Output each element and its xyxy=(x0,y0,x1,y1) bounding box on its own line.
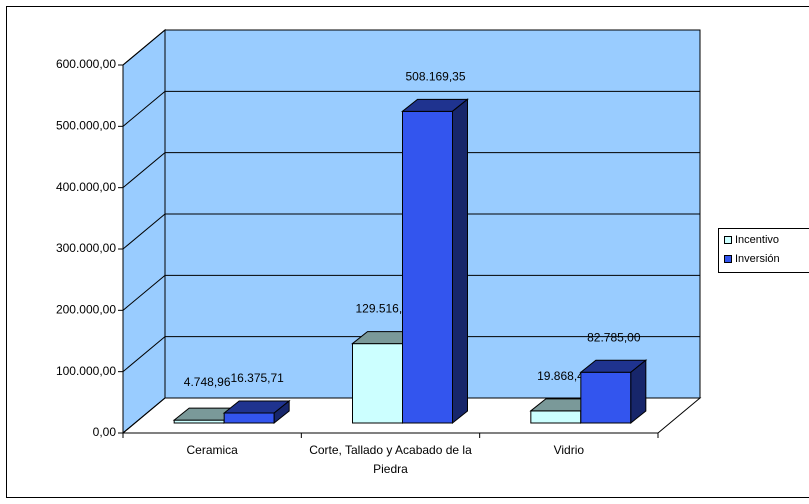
grid-line xyxy=(122,90,700,127)
y-tick-label: 400.000,00 xyxy=(56,180,116,194)
bar-front xyxy=(402,110,453,424)
legend-swatch xyxy=(724,236,732,244)
y-tick-label: 0,00 xyxy=(93,425,117,439)
legend-box xyxy=(718,228,809,273)
y-tick-label: 500.000,00 xyxy=(56,119,116,133)
y-tick-label: 300.000,00 xyxy=(56,241,116,255)
bar-side xyxy=(630,359,647,425)
grid-line xyxy=(122,274,700,311)
bar-front xyxy=(352,343,403,424)
y-tick-label: 200.000,00 xyxy=(56,303,116,317)
grid-line xyxy=(122,336,700,373)
x-tick-label: Vidrio xyxy=(553,443,585,457)
bar-side xyxy=(452,98,468,425)
data-label: 4.748,96 xyxy=(184,375,231,389)
bar-side xyxy=(273,399,290,425)
data-label: 16.375,71 xyxy=(230,371,284,385)
y-tick-label: 600.000,00 xyxy=(56,57,116,71)
grid-line xyxy=(122,213,700,250)
bar xyxy=(401,98,469,425)
bar-front xyxy=(530,410,582,424)
x-tick-label: Ceramica xyxy=(186,443,238,457)
grid-line xyxy=(122,29,700,66)
x-label-box: Corte, Tallado y Acabado de la Piedra xyxy=(309,443,472,476)
bar xyxy=(222,399,291,425)
x-label-box: Vidrio xyxy=(553,443,585,457)
bar xyxy=(579,359,648,425)
legend-label: Incentivo xyxy=(735,234,779,246)
data-label: 129.516,98 xyxy=(355,302,415,316)
legend-label: Inversión xyxy=(735,253,780,265)
bar-front xyxy=(223,412,275,424)
y-tick-label: 100.000,00 xyxy=(56,364,116,378)
data-label: 508.169,35 xyxy=(405,69,465,83)
data-label: 82.785,00 xyxy=(587,330,641,344)
grid-line xyxy=(122,152,700,189)
data-label: 19.868,40 xyxy=(537,369,591,383)
x-label-box: Ceramica xyxy=(186,443,238,457)
bar-front xyxy=(580,371,632,424)
legend-swatch xyxy=(724,255,732,263)
grid-line xyxy=(122,397,700,434)
x-tick-label: Corte, Tallado y Acabado de la Piedra xyxy=(309,443,472,476)
